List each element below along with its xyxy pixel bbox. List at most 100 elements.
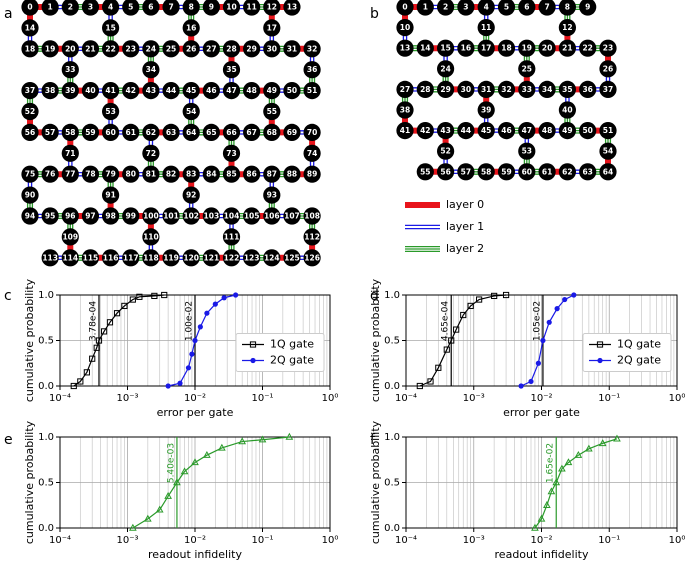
- qubit-node: [579, 122, 597, 140]
- qubit-node: [222, 207, 241, 225]
- qubit-node: [41, 0, 59, 16]
- qubit-node: [182, 82, 200, 100]
- qubit-label: 1: [48, 3, 53, 12]
- qubit-node: [477, 122, 495, 140]
- qubit-label: 53: [522, 147, 532, 156]
- legend-label: layer 0: [446, 198, 484, 211]
- qubit-label: 45: [481, 126, 491, 135]
- qubit-label: 61: [126, 128, 136, 137]
- qubit-label: 52: [25, 107, 35, 116]
- qubit-node: [263, 0, 281, 16]
- data-point: [491, 292, 498, 300]
- qubit-label: 56: [440, 167, 450, 176]
- qubit-label: 67: [246, 128, 256, 137]
- qubit-label: 93: [267, 191, 277, 200]
- qubit-label: 24: [440, 64, 450, 73]
- qubit-node: [599, 122, 617, 140]
- data-point: [83, 369, 90, 376]
- qubit-node: [122, 82, 140, 100]
- data-point: [177, 380, 183, 386]
- qubit-node: [142, 207, 160, 225]
- qubit-node: [61, 82, 79, 100]
- qubit-label: 125: [284, 253, 300, 262]
- x-tick-label: 10⁰: [669, 393, 685, 404]
- qubit-label: 0: [402, 3, 407, 12]
- data-point: [189, 351, 195, 357]
- data-point: [136, 293, 143, 300]
- qubit-label: 113: [42, 253, 58, 262]
- qubit-node: [263, 40, 281, 58]
- y-tick-label: 0.5: [38, 478, 54, 489]
- qubit-label: 87: [267, 170, 277, 179]
- x-tick-label: 10⁻³: [463, 393, 485, 404]
- qubit-label: 49: [267, 86, 277, 95]
- qubit-node: [41, 165, 59, 183]
- data-point: [562, 296, 568, 303]
- qubit-label: 58: [65, 128, 75, 137]
- qubit-node: [518, 80, 536, 98]
- qubit-label: 16: [461, 44, 471, 53]
- x-tick-label: 10⁻¹: [598, 535, 620, 546]
- qubit-node: [21, 40, 39, 58]
- qubit-node: [416, 80, 434, 98]
- plot-frame: [405, 294, 678, 387]
- qubit-label: 40: [85, 86, 95, 95]
- qubit-label: 64: [603, 167, 613, 176]
- qubit-node: [579, 163, 597, 181]
- qubit-node: [222, 165, 241, 183]
- qubit-label: 9: [585, 3, 590, 12]
- qubit-label: 91: [105, 191, 115, 200]
- qubit-node: [263, 207, 281, 225]
- qubit-node: [437, 163, 455, 181]
- qubit-node: [303, 144, 321, 162]
- qubit-label: 54: [186, 107, 196, 116]
- data-point: [585, 444, 593, 452]
- qubit-node: [142, 61, 160, 79]
- data-point: [435, 364, 442, 371]
- qubit-node: [21, 0, 39, 16]
- qubit-node: [222, 123, 241, 141]
- qubit-node: [61, 0, 79, 16]
- qubit-node: [142, 82, 160, 100]
- qubit-node: [102, 82, 120, 100]
- qubit-label: 68: [267, 128, 277, 137]
- qubit-label: 62: [146, 128, 156, 137]
- qubit-node: [202, 207, 220, 225]
- x-tick-label: 10⁻²: [530, 393, 552, 404]
- median-label: 3.78e-04: [88, 301, 98, 342]
- qubit-node: [162, 249, 180, 267]
- qubit-node: [21, 186, 39, 204]
- qubit-node: [497, 0, 516, 16]
- qubit-label: 45: [186, 86, 196, 95]
- data-point: [95, 337, 103, 344]
- data-point: [598, 439, 607, 447]
- qubit-node: [457, 163, 475, 181]
- qubit-node: [558, 163, 577, 181]
- qubit-node: [396, 19, 414, 37]
- median-label: 1.05e-02: [532, 301, 542, 341]
- qubit-node: [579, 80, 597, 98]
- qubit-node: [579, 0, 597, 16]
- qubit-node: [81, 0, 100, 16]
- data-point: [89, 355, 96, 362]
- qubit-node: [477, 163, 495, 181]
- qubit-label: 64: [186, 128, 196, 137]
- qubit-node: [283, 82, 301, 100]
- cdf-line: [419, 294, 507, 387]
- qubit-label: 42: [420, 126, 430, 135]
- x-tick-label: 10⁻⁴: [49, 393, 71, 404]
- qubit-label: 35: [562, 85, 572, 94]
- qubit-label: 11: [246, 3, 256, 12]
- qubit-label: 57: [45, 128, 55, 137]
- qubit-node: [263, 123, 281, 141]
- y-tick-label: 1.0: [384, 290, 400, 301]
- data-point: [540, 337, 546, 344]
- y-axis-label: cumulative probability: [23, 420, 36, 544]
- qubit-label: 6: [524, 3, 529, 12]
- qubit-node: [518, 142, 536, 160]
- qubit-label: 72: [146, 149, 156, 158]
- panel-label: a: [4, 6, 13, 22]
- qubit-label: 20: [542, 44, 552, 53]
- legend-label: layer 2: [446, 242, 484, 255]
- data-point: [204, 310, 210, 316]
